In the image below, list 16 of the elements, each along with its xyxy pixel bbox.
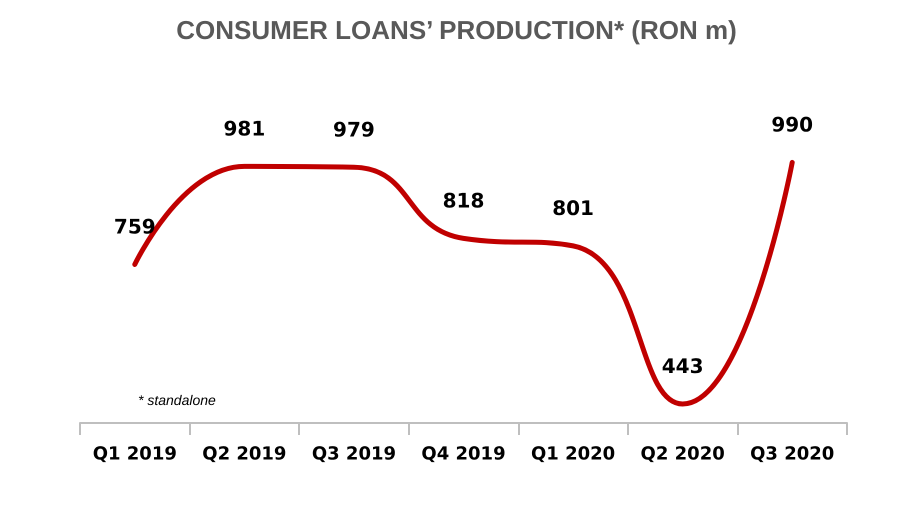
annotation: * standalone (138, 392, 216, 408)
data-label: 979 (333, 117, 375, 142)
x-tick-label: Q2 2020 (640, 444, 725, 464)
chart-title: CONSUMER LOANS’ PRODUCTION* (RON m) (176, 15, 737, 45)
x-tick-label: Q1 2020 (530, 444, 616, 464)
x-tick-label: Q1 2019 (92, 444, 177, 464)
x-tick-label: Q4 2019 (421, 444, 506, 464)
data-label: 981 (223, 116, 266, 140)
data-label: 759 (114, 214, 156, 238)
data-label: 990 (771, 112, 814, 136)
x-tick-label: Q3 2020 (750, 444, 834, 464)
data-label: 801 (552, 196, 594, 220)
data-label: 443 (662, 354, 704, 378)
x-tick-label: Q3 2019 (312, 444, 396, 464)
data-label: 818 (442, 188, 484, 212)
x-tick-label: Q2 2019 (202, 444, 286, 464)
